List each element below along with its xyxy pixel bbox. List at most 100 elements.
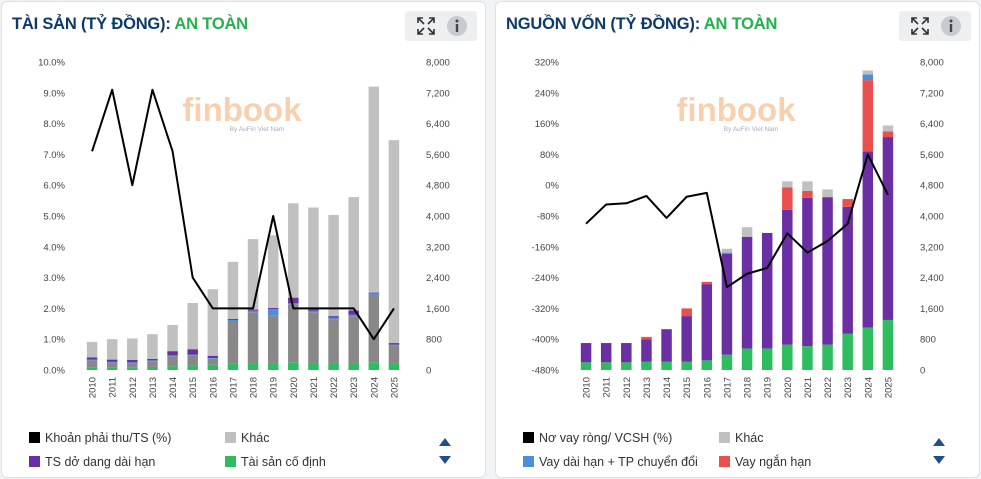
bar-segment bbox=[600, 362, 612, 370]
bar-segment bbox=[127, 362, 138, 364]
bar-segment bbox=[147, 361, 158, 367]
bar-segment bbox=[782, 187, 793, 210]
arrow-up-icon[interactable] bbox=[932, 436, 946, 448]
legend-item[interactable]: Tài sản cố định bbox=[225, 455, 326, 469]
bar-segment bbox=[862, 70, 874, 75]
watermark-logo: finbook bbox=[182, 91, 302, 128]
y-right-tick-label: 800 bbox=[426, 335, 442, 346]
bar-segment bbox=[247, 312, 259, 364]
legend-item[interactable]: TS dở dang dài hạn bbox=[29, 455, 155, 469]
bar-segment bbox=[661, 361, 672, 370]
panel-title: NGUỒN VỐN (TỶ ĐỒNG): AN TOÀN bbox=[506, 15, 778, 33]
y-right-tick-label: 0 bbox=[426, 366, 431, 377]
bar-segment bbox=[288, 297, 299, 304]
bar-segment bbox=[187, 365, 198, 370]
bar-segment bbox=[741, 348, 753, 370]
bar-segment bbox=[721, 253, 733, 355]
bar-segment bbox=[388, 345, 400, 364]
bar-segment bbox=[761, 232, 773, 349]
legend-item[interactable]: Vay dài hạn + TP chuyển đổi bbox=[523, 455, 698, 469]
x-tick-label: 2023 bbox=[843, 377, 854, 398]
x-tick-label: 2021 bbox=[309, 377, 320, 398]
bar-segment bbox=[641, 336, 652, 340]
bar-segment bbox=[882, 137, 894, 320]
bar-segment bbox=[127, 359, 138, 363]
bar-segment bbox=[227, 318, 239, 320]
y-right-tick-label: 6,400 bbox=[920, 119, 944, 130]
bar-segment bbox=[621, 362, 632, 370]
bar-segment bbox=[328, 214, 339, 317]
bar-segment bbox=[802, 181, 813, 191]
bar-segment bbox=[227, 363, 239, 370]
bar-segment bbox=[308, 207, 319, 310]
x-tick-label: 2019 bbox=[269, 377, 280, 398]
toolbar bbox=[899, 11, 971, 41]
bar-segment bbox=[187, 303, 198, 350]
legend-item[interactable]: Nơ vay ròng/ VCSH (%) bbox=[523, 431, 672, 445]
bar-segment bbox=[86, 341, 98, 358]
watermark-logo: finbook bbox=[676, 91, 796, 128]
y-right-tick-label: 800 bbox=[920, 335, 936, 346]
line-series bbox=[585, 153, 889, 289]
info-icon[interactable] bbox=[445, 14, 469, 38]
bar-segment bbox=[348, 314, 359, 317]
rating-label: AN TOÀN bbox=[174, 15, 248, 33]
bar-segment bbox=[167, 351, 178, 356]
bar-segment bbox=[761, 348, 773, 370]
bar-segment bbox=[862, 80, 874, 152]
bar-segment bbox=[106, 359, 118, 362]
bar-segment bbox=[741, 227, 753, 237]
expand-icon[interactable] bbox=[908, 14, 932, 38]
info-icon[interactable] bbox=[939, 14, 963, 38]
bar-segment bbox=[207, 358, 219, 365]
y-left-tick-label: -320% bbox=[532, 304, 560, 315]
bar-segment bbox=[701, 281, 713, 285]
bar-segment bbox=[267, 315, 279, 364]
x-tick-label: 2020 bbox=[783, 377, 794, 398]
bar-segment bbox=[388, 343, 400, 345]
bar-segment bbox=[782, 181, 793, 188]
legend-item[interactable]: Khoản phải thu/TS (%) bbox=[29, 431, 171, 445]
x-tick-label: 2013 bbox=[148, 377, 159, 398]
x-tick-label: 2020 bbox=[289, 377, 300, 398]
y-left-tick-label: 8.0% bbox=[43, 119, 65, 130]
y-left-tick-label: 7.0% bbox=[43, 150, 65, 161]
bar-segment bbox=[862, 327, 874, 370]
y-right-tick-label: 4,800 bbox=[426, 181, 450, 192]
bar-segment bbox=[721, 248, 733, 253]
x-tick-label: 2016 bbox=[208, 377, 219, 398]
y-right-tick-label: 0 bbox=[920, 366, 925, 377]
assets-panel: TÀI SẢN (TỶ ĐỒNG): AN TOÀN 0.0% 1.0% 2.0% 3… bbox=[1, 1, 486, 478]
bar-segment bbox=[267, 308, 279, 310]
y-right-tick-label: 3,200 bbox=[426, 242, 450, 253]
bar-segment bbox=[328, 316, 339, 318]
arrow-up-icon[interactable] bbox=[438, 436, 452, 448]
bar-segment bbox=[580, 362, 592, 370]
expand-icon[interactable] bbox=[414, 14, 438, 38]
bar-segment bbox=[882, 319, 894, 370]
x-tick-label: 2014 bbox=[662, 377, 673, 398]
bar-segment bbox=[701, 284, 713, 361]
legend-item[interactable]: Vay ngắn hạn bbox=[719, 455, 811, 469]
y-right-tick-label: 8,000 bbox=[426, 58, 450, 69]
y-left-tick-label: -80% bbox=[537, 212, 560, 223]
bar-segment bbox=[388, 344, 400, 346]
bar-segment bbox=[106, 361, 118, 363]
bar-segment bbox=[308, 310, 319, 313]
x-tick-label: 2010 bbox=[88, 377, 99, 398]
line-series bbox=[91, 88, 395, 341]
legend-item[interactable]: Khác bbox=[225, 431, 270, 445]
bar-segment bbox=[681, 308, 692, 317]
arrow-down-icon[interactable] bbox=[932, 454, 946, 466]
bar-segment bbox=[86, 367, 98, 370]
y-left-tick-label: 4.0% bbox=[43, 242, 65, 253]
x-tick-label: 2011 bbox=[602, 377, 613, 397]
bar-segment bbox=[661, 329, 672, 362]
x-tick-label: 2016 bbox=[702, 377, 713, 398]
bar-segment bbox=[247, 363, 259, 370]
legend-item[interactable]: Khác bbox=[719, 431, 764, 445]
arrow-down-icon[interactable] bbox=[438, 454, 452, 466]
x-tick-label: 2010 bbox=[582, 377, 593, 398]
chart-legend: Nơ vay ròng/ VCSH (%) Khác Vay dài hạn +… bbox=[523, 431, 973, 476]
x-tick-label: 2019 bbox=[763, 377, 774, 398]
